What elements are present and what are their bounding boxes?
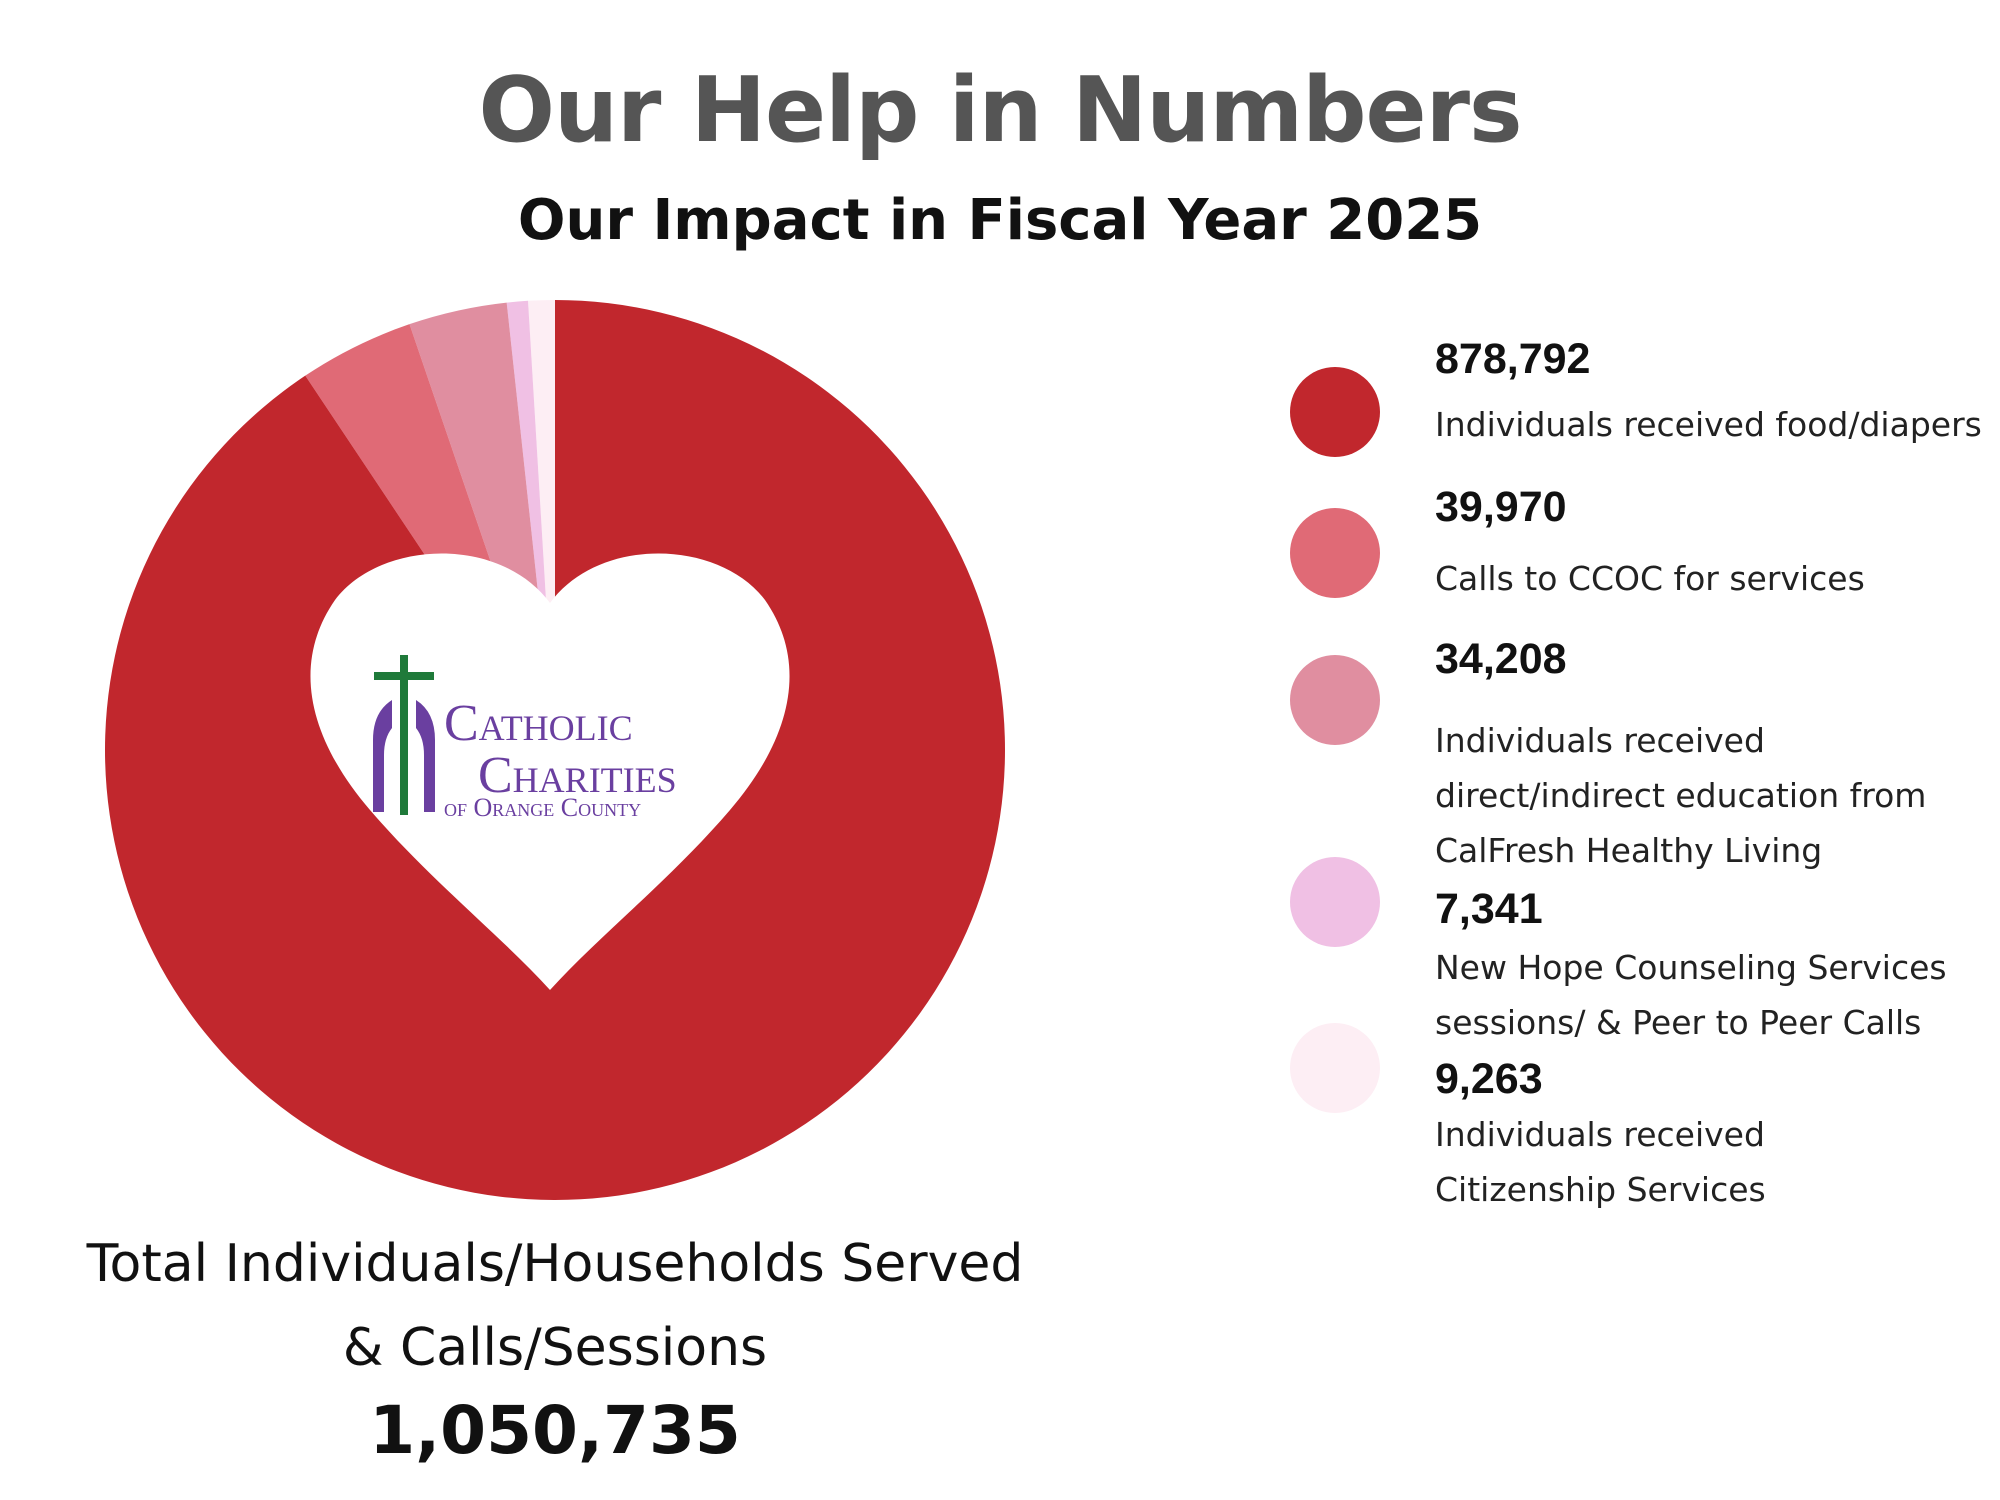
cross-icon [374, 655, 434, 815]
legend-swatch [1290, 508, 1380, 598]
legend-label-line: Individuals received [1435, 721, 1765, 760]
logo-line3: of Orange County [444, 793, 641, 822]
legend-label-line: Citizenship Services [1435, 1170, 1766, 1209]
legend-label: Individuals received direct/indirect edu… [1435, 713, 1995, 878]
legend-label: Individuals received Citizenship Service… [1435, 1107, 1995, 1217]
legend-value: 34,208 [1435, 635, 1567, 683]
page-subtitle: Our Impact in Fiscal Year 2025 [517, 188, 1483, 253]
legend-label: Calls to CCOC for services [1435, 551, 1995, 606]
total-label-line1: Total Individuals/Households Served [86, 1234, 1024, 1294]
legend-value: 878,792 [1435, 335, 1591, 383]
church-icon [373, 700, 435, 812]
total-value: 1,050,735 [369, 1392, 741, 1469]
charity-logo: Catholic Charities of Orange County [373, 655, 677, 822]
legend-label: Individuals received food/diapers [1435, 397, 1995, 452]
legend-label: New Hope Counseling Services sessions/ &… [1435, 940, 1995, 1050]
logo-line2: Charities [478, 747, 677, 804]
legend-label-line: New Hope Counseling Services [1435, 948, 1947, 987]
legend-swatch [1290, 655, 1380, 745]
legend-label-line: Calls to CCOC for services [1435, 559, 1865, 598]
legend-swatch [1290, 367, 1380, 457]
total-label-line2: & Calls/Sessions [342, 1318, 768, 1378]
donut-chart: Catholic Charities of Orange County [105, 300, 1006, 1200]
legend-swatch [1290, 1023, 1380, 1113]
legend-label-line: direct/indirect education from [1435, 776, 1927, 815]
legend-value: 39,970 [1435, 483, 1567, 531]
legend-label-line: Individuals received food/diapers [1435, 405, 1982, 444]
heart-center [310, 553, 790, 990]
logo-line1: Catholic [444, 695, 633, 752]
legend-value: 9,263 [1435, 1055, 1543, 1103]
legend-value: 7,341 [1435, 885, 1543, 933]
page-title: Our Help in Numbers [478, 58, 1522, 163]
legend-swatch [1290, 857, 1380, 947]
legend-label-line: sessions/ & Peer to Peer Calls [1435, 1003, 1922, 1042]
legend-label-line: Individuals received [1435, 1115, 1765, 1154]
total-label: Total Individuals/Households Served & Ca… [40, 1222, 1070, 1390]
legend-label-line: CalFresh Healthy Living [1435, 831, 1823, 870]
